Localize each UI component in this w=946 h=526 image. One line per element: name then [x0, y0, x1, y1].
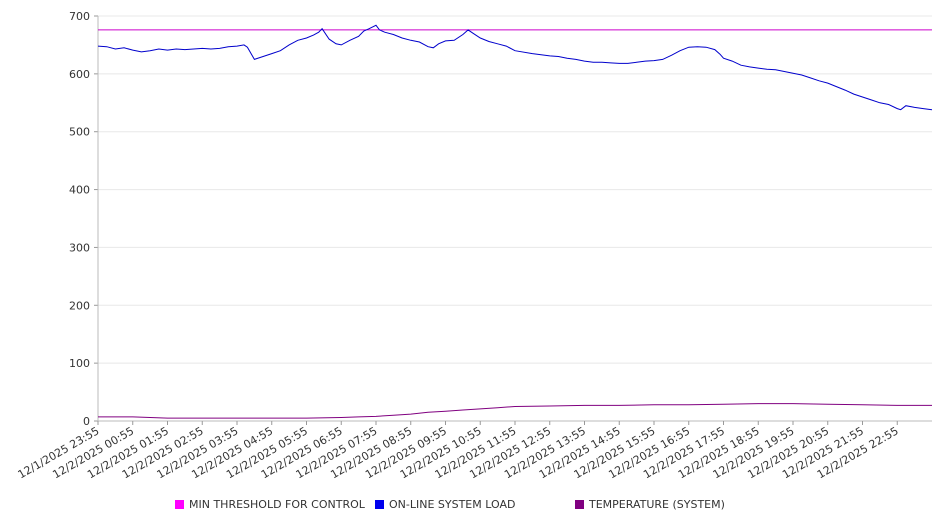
series-line-temperature-system: [98, 403, 932, 419]
gridlines: [98, 15, 932, 364]
y-tick-labels: 0 100 200 300 400 500 600 700: [69, 10, 90, 428]
y-tick-label-600: 600: [69, 68, 90, 81]
y-tick-label-200: 200: [69, 299, 90, 312]
legend-swatch-temperature: [575, 500, 584, 509]
legend-label-system-load: ON-LINE SYSTEM LOAD: [389, 498, 516, 511]
y-tick-label-0: 0: [83, 415, 90, 428]
y-tick-label-700: 700: [69, 10, 90, 23]
legend-item-min-threshold: MIN THRESHOLD FOR CONTROL: [175, 498, 365, 511]
legend-swatch-min-threshold: [175, 500, 184, 509]
series-line-on-line-system-load: [97, 24, 933, 111]
y-tick-label-400: 400: [69, 184, 90, 197]
legend-swatch-system-load: [375, 500, 384, 509]
legend-item-temperature: TEMPERATURE (SYSTEM): [575, 498, 725, 511]
legend-item-system-load: ON-LINE SYSTEM LOAD: [375, 498, 515, 511]
y-tick-label-300: 300: [69, 241, 90, 254]
legend-label-temperature: TEMPERATURE (SYSTEM): [589, 498, 725, 511]
series-lines: [97, 24, 933, 419]
y-tick-label-100: 100: [69, 357, 90, 370]
axes: [94, 15, 932, 425]
legend-label-min-threshold: MIN THRESHOLD FOR CONTROL: [189, 498, 365, 511]
y-tick-label-500: 500: [69, 126, 90, 139]
